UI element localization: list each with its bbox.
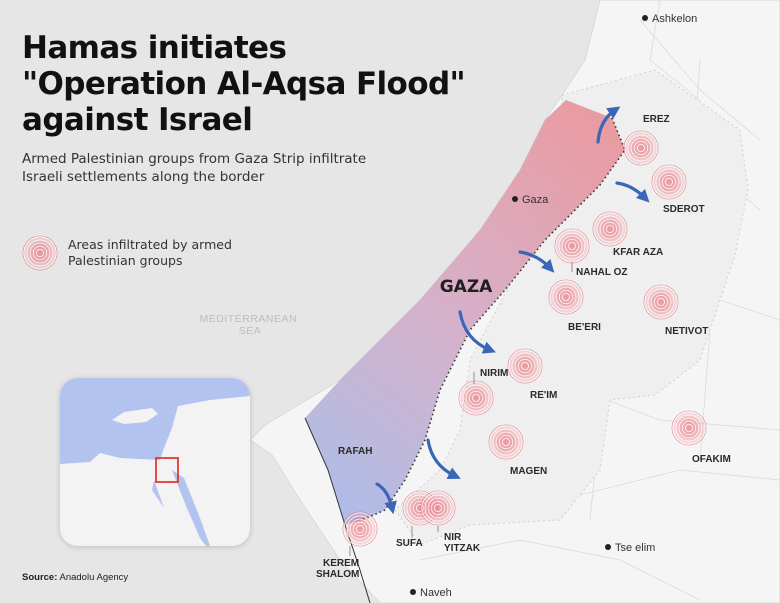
infiltration-arrows [375, 106, 650, 515]
label-leaders [349, 262, 573, 556]
page-title: Hamas initiates "Operation Al-Aqsa Flood… [22, 30, 466, 138]
strip-label: GAZA [440, 277, 493, 297]
label-kfar-aza: KFAR AZA [613, 247, 663, 258]
marker-nir-yitzak [420, 490, 456, 526]
dot-naveh [410, 589, 416, 595]
cities: Ashkelon Gaza Tse elim Naveh [410, 13, 697, 599]
label-naveh: Naveh [420, 587, 452, 599]
marker-magen [488, 424, 524, 460]
label-rafah: RAFAH [338, 446, 372, 457]
inset-cyprus [112, 408, 158, 424]
label-nir-yitzak: NIR YITZAK [444, 532, 481, 554]
label-sderot: SDEROT [663, 204, 705, 215]
inset-sea [60, 378, 250, 464]
label-tse-elim: Tse elim [615, 542, 655, 554]
gaza-strip [305, 100, 625, 525]
inset-highlight-box [155, 457, 179, 483]
arrow-nahal-oz [518, 250, 555, 273]
dot-gaza [512, 196, 518, 202]
label-sufa: SUFA [396, 538, 423, 549]
label-nirim: NIRIM [480, 368, 508, 379]
inset-red-sea [172, 470, 210, 546]
marker-kerem-shalom [342, 511, 378, 547]
marker-sderot [651, 164, 687, 200]
marker-ofakim [671, 410, 707, 446]
arrow-sderot [615, 181, 650, 203]
ripple-marker-icon [22, 235, 58, 271]
marker-reim [458, 380, 494, 416]
arrow-kerem [375, 482, 397, 515]
label-magen: MAGEN [510, 466, 547, 477]
label-ofakim: OFAKIM [692, 454, 731, 465]
arrow-nirim [458, 310, 496, 354]
legend-text: Areas infiltrated by armed Palestinian g… [68, 237, 232, 268]
arrow-erez [596, 106, 621, 144]
area-labels: EREZ SDEROT KFAR AZA NAHAL OZ BE'ERI NET… [316, 114, 731, 580]
gaza-border [361, 117, 626, 521]
label-kerem-shalom: KEREM SHALOM [316, 558, 362, 580]
dot-ashkelon [642, 15, 648, 21]
label-netivot: NETIVOT [665, 326, 708, 337]
sea-label: MEDITERRANEAN SEA [200, 313, 301, 337]
locator-map [60, 378, 250, 546]
marker-erez [623, 130, 659, 166]
marker-beeri [548, 279, 584, 315]
label-erez: EREZ [643, 114, 670, 125]
label-beeri: BE'ERI [568, 322, 601, 333]
source-credit: Source: Anadolu Agency [22, 572, 129, 583]
marker-netivot [643, 284, 679, 320]
locator-inset-map [60, 378, 250, 546]
marker-nahal-oz [554, 228, 590, 264]
label-reim: RE'IM [530, 390, 557, 401]
marker-kfar-aza [592, 211, 628, 247]
subtitle: Armed Palestinian groups from Gaza Strip… [22, 151, 367, 185]
dot-tse-elim [605, 544, 611, 550]
label-nahal-oz: NAHAL OZ [576, 267, 627, 278]
marker-nirim [507, 348, 543, 384]
arrow-magen [426, 438, 461, 480]
label-ashkelon: Ashkelon [652, 13, 697, 25]
inset-gulf [152, 480, 164, 508]
label-gaza: Gaza [522, 194, 549, 206]
